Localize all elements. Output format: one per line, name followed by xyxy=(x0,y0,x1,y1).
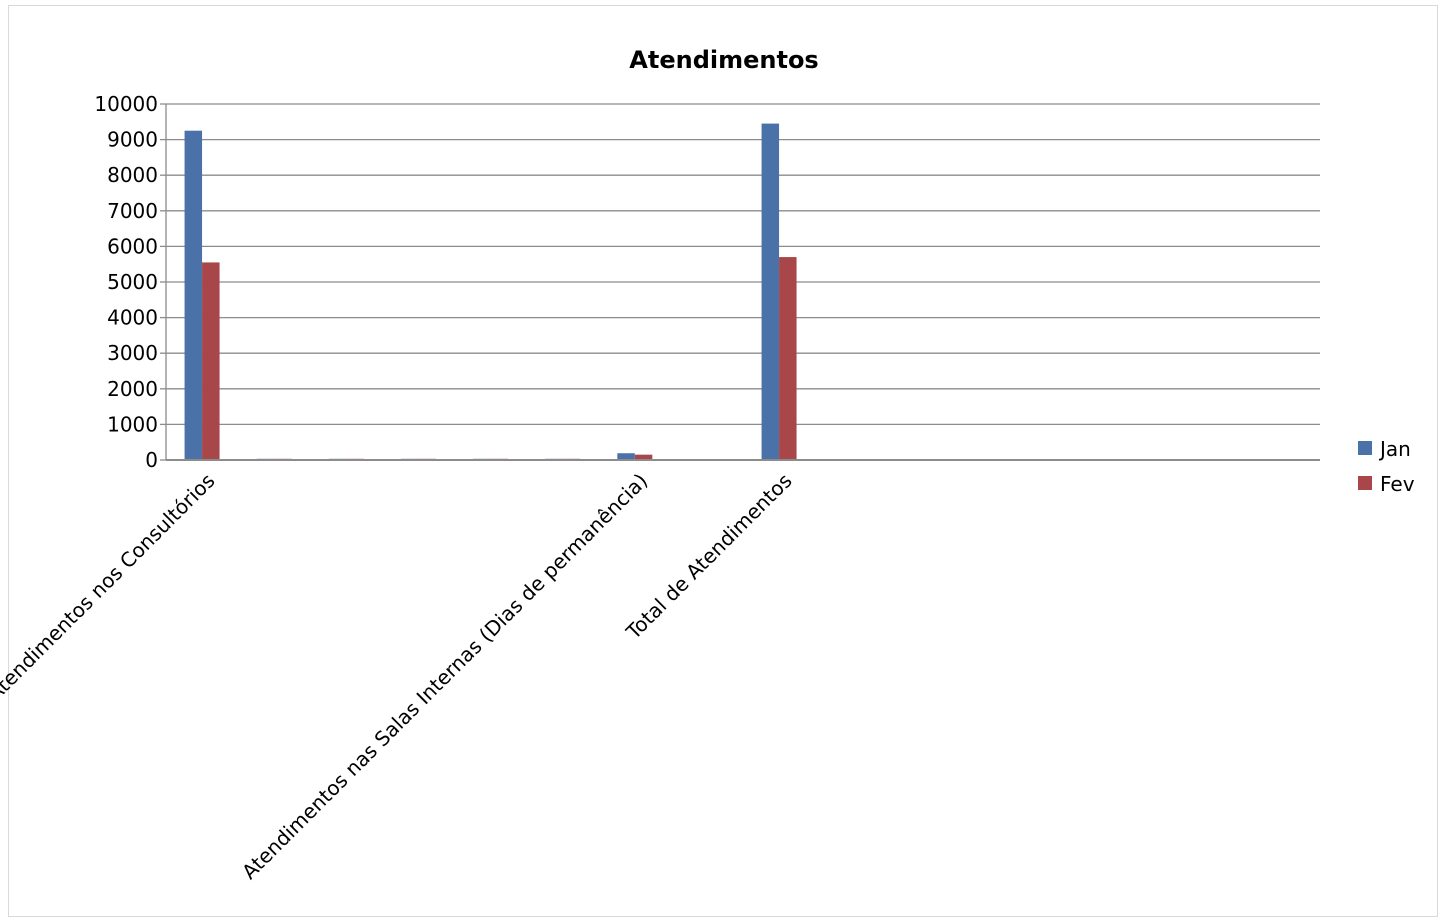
y-tick-label: 7000 xyxy=(107,199,158,223)
axes xyxy=(165,104,1320,461)
bar-fev-0 xyxy=(202,262,220,460)
y-axis-ticks: 0 1000 2000 3000 4000 5000 6000 7000 8000 9000 100… xyxy=(94,92,158,472)
bar-fev-6 xyxy=(634,454,653,460)
bar-fev-8 xyxy=(779,257,797,460)
bars xyxy=(184,123,797,460)
y-tick-label: 1000 xyxy=(107,412,158,436)
y-tick-label: 6000 xyxy=(107,234,158,258)
x-category-label: Atendimentos nos Consultórios xyxy=(0,469,220,706)
y-tick-label: 3000 xyxy=(107,341,158,365)
legend-swatch-fev xyxy=(1358,476,1372,490)
y-tick-label: 2000 xyxy=(107,377,158,401)
x-axis-labels: Atendimentos nos Consultórios Atendimento… xyxy=(0,469,797,884)
chart-title: Atendimentos xyxy=(629,46,818,74)
y-tick-label: 0 xyxy=(145,448,158,472)
legend-label-fev: Fev xyxy=(1380,472,1415,496)
y-tick-label: 9000 xyxy=(107,128,158,152)
y-tick-label: 10000 xyxy=(94,92,158,116)
legend-label-jan: Jan xyxy=(1378,437,1411,461)
legend: Jan Fev xyxy=(1358,437,1415,496)
bar-jan-0 xyxy=(184,130,203,460)
y-tick-label: 5000 xyxy=(107,270,158,294)
bar-jan-6 xyxy=(617,453,635,460)
x-category-label: Total de Atendimentos xyxy=(621,469,797,645)
y-tick-label: 8000 xyxy=(107,163,158,187)
legend-swatch-jan xyxy=(1358,441,1372,455)
x-category-label: Atendimentos nas Salas Internas (Dias de… xyxy=(237,469,652,884)
bar-jan-8 xyxy=(761,123,780,460)
gridlines xyxy=(160,103,1320,461)
y-tick-label: 4000 xyxy=(107,306,158,330)
